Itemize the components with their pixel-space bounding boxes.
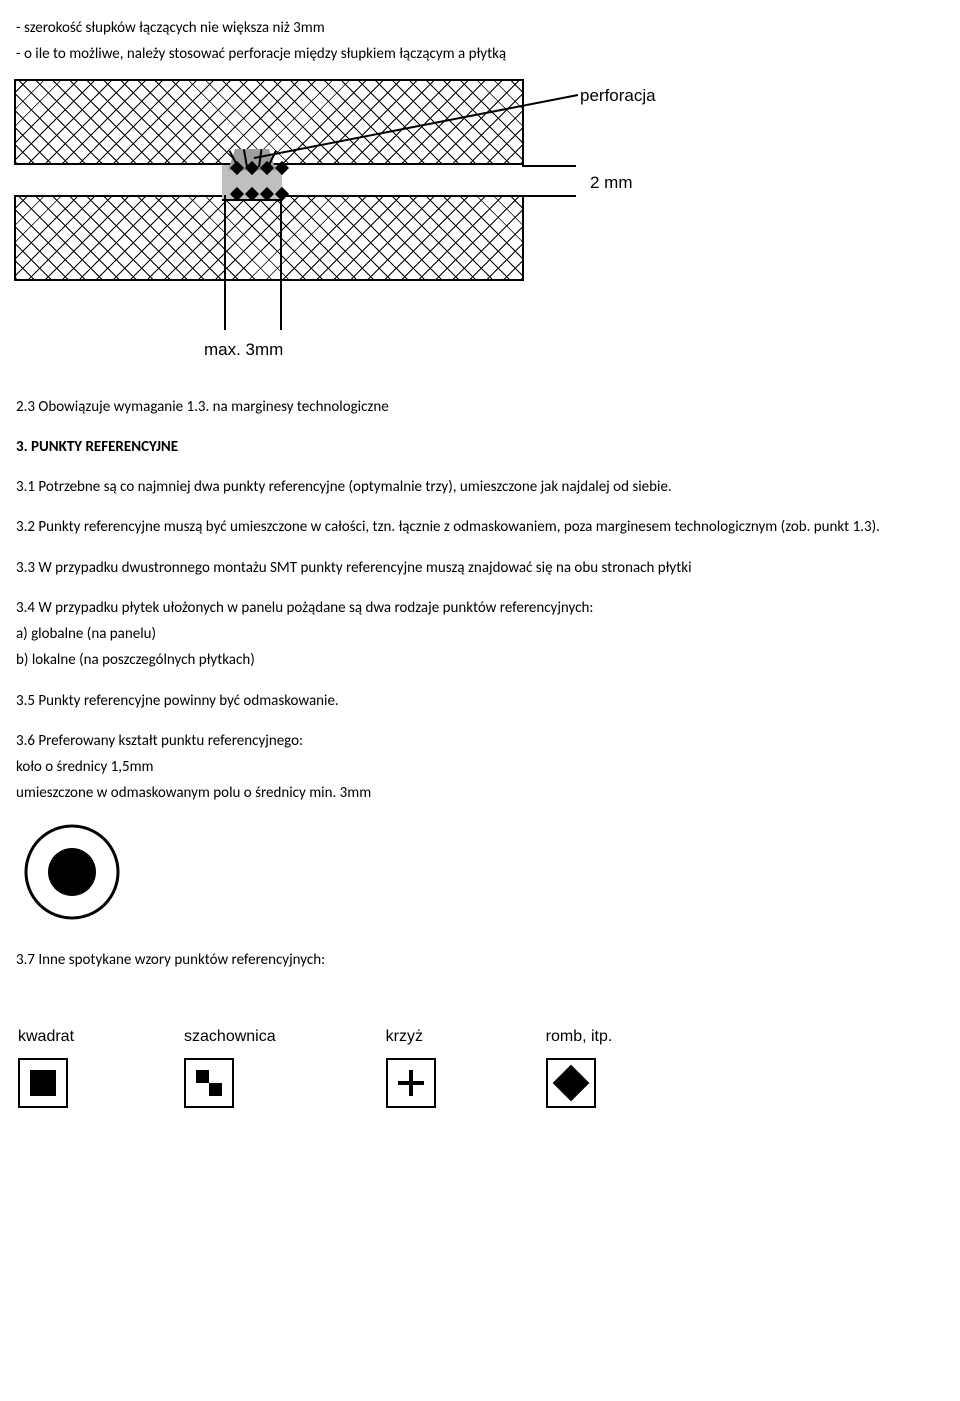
perforation-dots-top: [232, 163, 287, 173]
dimension-line-right: [280, 195, 282, 330]
fiducial-inner-dot: [48, 848, 96, 896]
section-3-6-line1: 3.6 Preferowany kształt punktu referency…: [16, 731, 944, 751]
intro-line-1: - szerokość słupków łączących nie większ…: [16, 18, 944, 38]
pattern-box: [18, 1058, 68, 1108]
intro-line-2: - o ile to możliwe, należy stosować perf…: [16, 44, 944, 64]
pattern-krzyz: krzyż: [386, 1026, 436, 1108]
section-3-3: 3.3 W przypadku dwustronnego montażu SMT…: [16, 558, 944, 578]
pattern-szachownica: szachownica: [184, 1026, 276, 1108]
section-3-6-line3: umieszczone w odmaskowanym polu o średni…: [16, 783, 944, 803]
label-max-3mm: max. 3mm: [204, 339, 283, 362]
section-3-4-b: b) lokalne (na poszczególnych płytkach): [16, 650, 944, 670]
pattern-label: kwadrat: [18, 1026, 74, 1048]
section-3-5: 3.5 Punkty referencyjne powinny być odma…: [16, 691, 944, 711]
section-2-3: 2.3 Obowiązuje wymaganie 1.3. na margine…: [16, 397, 944, 417]
pattern-box: [386, 1058, 436, 1108]
dimension-line-2mm-top: [522, 165, 576, 167]
perforation-dots-bottom: [232, 189, 287, 199]
checkerboard-icon: [196, 1070, 222, 1096]
section-3-4-a: a) globalne (na panelu): [16, 624, 944, 644]
section-3-4-line1: 3.4 W przypadku płytek ułożonych w panel…: [16, 598, 944, 618]
figure-perforation-diagram: max. 3mm 2 mm perforacja: [14, 79, 674, 379]
dimension-line-left: [224, 195, 226, 330]
diamond-icon: [552, 1064, 589, 1101]
fiducial-circle-diagram: [22, 822, 122, 922]
pattern-box: [184, 1058, 234, 1108]
pattern-label: krzyż: [386, 1026, 423, 1048]
label-2mm: 2 mm: [590, 172, 633, 195]
section-3-6-line2: koło o średnicy 1,5mm: [16, 757, 944, 777]
section-3-1: 3.1 Potrzebne są co najmniej dwa punkty …: [16, 477, 944, 497]
section-3-7: 3.7 Inne spotykane wzory punktów referen…: [16, 950, 944, 970]
pattern-romb: romb, itp.: [546, 1026, 613, 1108]
fiducial-patterns-row: kwadrat szachownica krzyż romb, itp.: [16, 1026, 944, 1108]
section-3-heading: 3. PUNKTY REFERENCYJNE: [16, 437, 944, 457]
square-icon: [30, 1070, 56, 1096]
dimension-line-2mm-bottom: [522, 195, 576, 197]
cross-icon: [398, 1070, 424, 1096]
pattern-kwadrat: kwadrat: [18, 1026, 74, 1108]
section-3-2: 3.2 Punkty referencyjne muszą być umiesz…: [16, 517, 944, 537]
pattern-label: szachownica: [184, 1026, 276, 1048]
hatch-band-bottom: [14, 195, 524, 281]
pattern-box: [546, 1058, 596, 1108]
label-perforacja: perforacja: [580, 85, 656, 108]
pattern-label: romb, itp.: [546, 1026, 613, 1048]
